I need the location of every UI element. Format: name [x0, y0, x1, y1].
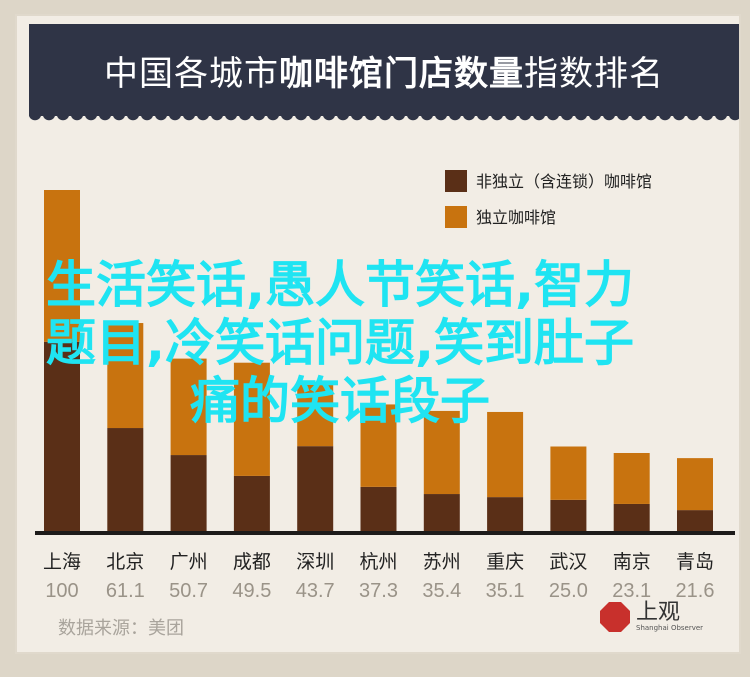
logo: 上观 Shanghai Observer [600, 602, 703, 632]
bar-segment-independent [423, 410, 460, 495]
bar-segment-independent [487, 411, 524, 498]
overlay-text: 生活笑话,愚人节笑话,智力 题目,冷笑话问题,笑到肚子 痛的笑话段子 [0, 256, 680, 430]
x-axis-line [35, 531, 735, 535]
category-label: 成都 [233, 551, 271, 573]
title-bar: 中国各城市咖啡馆门店数量指数排名 [29, 24, 739, 116]
title-part-bold: 咖啡馆门店数量 [279, 54, 524, 94]
bar-segment-independent [107, 323, 144, 429]
bar-segment-non-independent [360, 486, 397, 532]
category-label: 武汉 [549, 551, 587, 573]
logo-name: 上观 [636, 600, 681, 625]
category-label: 苏州 [423, 551, 461, 573]
data-label: 35.4 [422, 580, 461, 602]
data-label: 35.1 [486, 580, 525, 602]
data-label: 100 [45, 580, 78, 602]
bar-segment-independent [550, 446, 587, 500]
logo-sub: Shanghai Observer [636, 624, 704, 632]
data-label: 37.3 [359, 580, 398, 602]
data-label: 21.6 [676, 580, 715, 602]
bar-segment-independent [677, 458, 713, 511]
bar-segment-non-independent [613, 503, 650, 532]
title-scallop-edge [29, 114, 739, 126]
bar-segment-non-independent [44, 341, 80, 532]
bar-segment-independent [297, 382, 334, 447]
title-part: 中国各城市 [104, 54, 279, 94]
bar-segment-independent [170, 358, 207, 456]
data-label: 23.1 [612, 580, 651, 602]
bar-segment-independent [613, 452, 650, 504]
bar-segment-non-independent [233, 475, 270, 532]
bar-segment-independent [233, 362, 270, 476]
legend-label: 非独立（含连锁）咖啡馆 [476, 172, 652, 191]
overlay-line: 痛的笑话段子 [190, 372, 490, 430]
bar-segment-non-independent [170, 455, 207, 532]
legend-swatch [445, 206, 467, 228]
bar-segment-independent [44, 190, 80, 342]
category-label: 青岛 [676, 551, 714, 573]
logo-mark-icon [600, 602, 630, 632]
bar-segment-non-independent [487, 497, 524, 532]
bar-segment-non-independent [550, 499, 587, 532]
data-label: 43.7 [296, 580, 335, 602]
bar-segment-non-independent [677, 510, 713, 532]
legend-label: 独立咖啡馆 [476, 208, 556, 227]
category-label: 北京 [106, 551, 144, 573]
bar-segment-non-independent [423, 494, 460, 532]
data-label: 49.5 [232, 580, 271, 602]
category-label: 重庆 [486, 551, 524, 573]
data-label: 25.0 [549, 580, 588, 602]
overlay-line: 生活笑话,愚人节笑话,智力 [46, 256, 634, 314]
title-part: 指数排名 [524, 54, 664, 94]
category-label: 上海 [43, 551, 81, 573]
bar-segment-non-independent [297, 446, 334, 532]
category-label: 广州 [170, 551, 208, 573]
category-label: 杭州 [359, 551, 397, 573]
bar-segment-independent [360, 404, 397, 487]
data-label: 50.7 [169, 580, 208, 602]
overlay-line: 题目,冷笑话问题,笑到肚子 [46, 314, 634, 372]
data-source: 数据来源：美团 [58, 618, 184, 639]
category-label: 南京 [613, 551, 651, 573]
bar-segment-non-independent [107, 428, 144, 532]
chart-title: 中国各城市咖啡馆门店数量指数排名 [29, 46, 739, 95]
data-label: 61.1 [106, 580, 145, 602]
legend-swatch [445, 170, 467, 192]
category-label: 深圳 [296, 551, 334, 573]
